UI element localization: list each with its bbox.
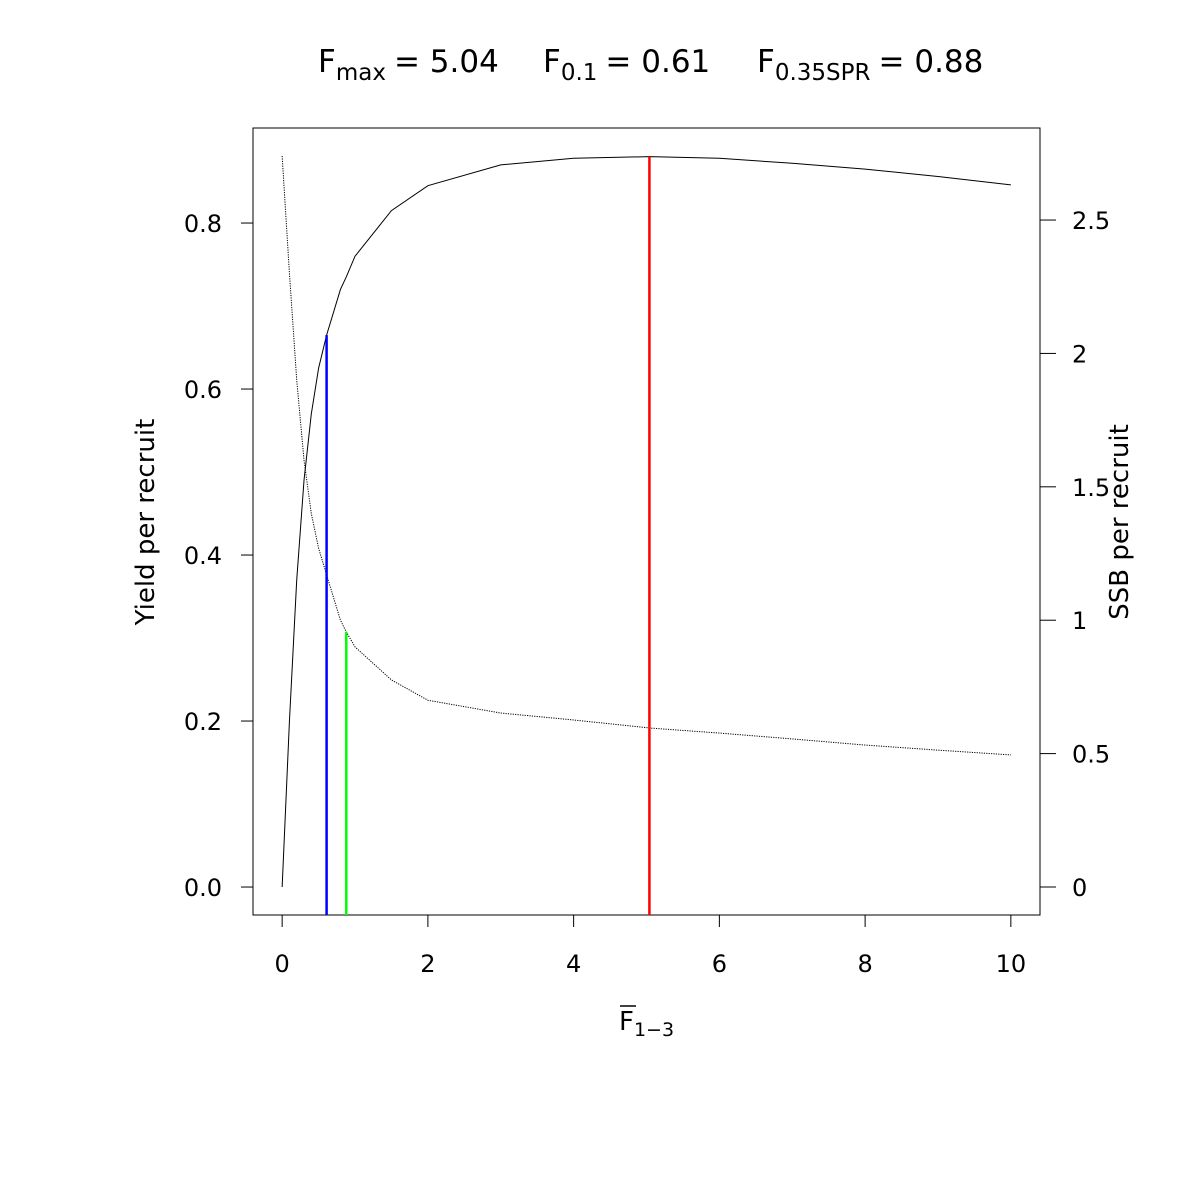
y-tick-label: 0.6: [184, 376, 222, 404]
y-tick-label: 0.8: [184, 210, 222, 238]
title-symbol: F: [757, 44, 775, 80]
x-tick-label: 0: [275, 950, 290, 978]
y2-tick-label: 2: [1072, 340, 1087, 368]
y2-tick-label: 1: [1072, 607, 1087, 635]
title-subscript: max: [336, 60, 386, 86]
y-tick-label: 0.2: [184, 708, 222, 736]
title-item: F0.1 = 0.61: [543, 44, 710, 86]
title-value: = 0.88: [879, 44, 984, 80]
series-line: [281, 156, 1011, 888]
x-label-symbol: F: [619, 1007, 634, 1037]
x-tick-label: 2: [420, 950, 435, 978]
title-value: = 0.61: [605, 44, 710, 80]
series-line: [281, 155, 1011, 756]
y-axis-label: Yield per recruit: [131, 419, 161, 627]
y2-tick-label: 0.5: [1072, 741, 1110, 769]
x-tick-label: 6: [712, 950, 727, 978]
x-tick-label: 8: [857, 950, 872, 978]
y2-tick-label: 0: [1072, 874, 1087, 902]
y2-axis-label: SSB per recruit: [1105, 424, 1135, 620]
x-label-subscript: 1−3: [634, 1019, 674, 1041]
chart-title: Fmax = 5.04 F0.1 = 0.61 F0.35SPR = 0.88: [318, 44, 983, 86]
title-symbol: F: [318, 44, 336, 80]
y-tick-label: 0.4: [184, 542, 222, 570]
y2-tick-label: 1.5: [1072, 474, 1110, 502]
title-item: Fmax = 5.04: [318, 44, 499, 86]
title-symbol: F: [543, 44, 561, 80]
x-axis-label: F1−3: [619, 1007, 674, 1041]
title-item: F0.35SPR = 0.88: [757, 44, 983, 86]
y2-tick-label: 2.5: [1072, 207, 1110, 235]
title-subscript: 0.1: [561, 60, 598, 86]
x-tick-label: 4: [566, 950, 581, 978]
plot-frame: [252, 127, 1041, 916]
x-tick-label: 10: [996, 950, 1027, 978]
y-tick-label: 0.0: [184, 874, 222, 902]
title-subscript: 0.35SPR: [775, 60, 871, 86]
title-value: = 5.04: [394, 44, 499, 80]
